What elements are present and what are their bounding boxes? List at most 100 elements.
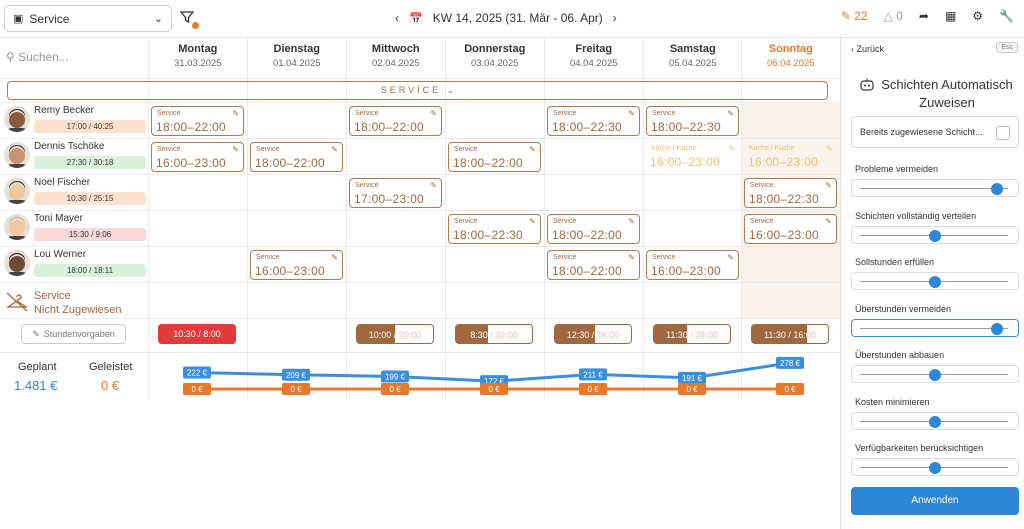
employee-row[interactable]: Toni Mayer 15:30 / 9:06	[4, 211, 146, 245]
slider-knob[interactable]	[929, 369, 941, 381]
already-assigned-option[interactable]: Bereits zugewiesene Schicht...	[851, 116, 1019, 148]
planned-label: Geplant	[18, 361, 57, 373]
day-header[interactable]: Mittwoch 02.04.2025	[346, 38, 445, 78]
grid-row-line	[0, 318, 840, 319]
shift-card[interactable]: Küche / Küche 16:00–23:00 ✎	[744, 142, 837, 172]
area-select[interactable]: ▣ Service ⌄	[4, 5, 172, 32]
shift-card[interactable]: Service 18:00–22:00 ✎	[349, 106, 442, 136]
shift-card[interactable]: Service 18:00–22:30 ✎	[646, 106, 739, 136]
day-hours-pill[interactable]: 12:30 / 24:00	[554, 324, 632, 344]
filter-button[interactable]	[179, 10, 199, 29]
shift-card[interactable]: Service 18:00–22:30 ✎	[744, 178, 837, 208]
pencil-icon[interactable]: ✎	[727, 109, 734, 118]
wrench-icon[interactable]: 🔧	[999, 9, 1014, 23]
shift-label: Service	[157, 146, 181, 153]
day-hours-pill[interactable]: 10:00 / 20:00	[356, 324, 434, 344]
employee-row[interactable]: Noel Fischer 10:30 / 25:15	[4, 175, 146, 209]
slider-knob[interactable]	[929, 229, 941, 242]
share-icon[interactable]: ➦	[918, 9, 929, 23]
day-hours-pill[interactable]: 11:30 / 16:00	[751, 324, 829, 344]
pencil-icon[interactable]: ✎	[628, 253, 635, 262]
esc-hint[interactable]: Esc	[996, 42, 1018, 53]
pencil-icon[interactable]: ✎	[628, 217, 635, 226]
search-input[interactable]: Suchen...	[18, 50, 69, 64]
day-name: Donnerstag	[464, 43, 526, 55]
pencil-icon[interactable]: ✎	[331, 253, 338, 262]
pencil-icon[interactable]: ✎	[826, 144, 833, 153]
section-banner[interactable]: SERVICE ⌄	[7, 81, 828, 100]
slider-knob[interactable]	[929, 462, 941, 474]
day-header[interactable]: Dienstag 01.04.2025	[247, 38, 346, 78]
warnings-counter[interactable]: △ 0	[884, 9, 903, 23]
shift-time: 16:00–23:00	[650, 155, 721, 169]
apply-button[interactable]: Anwenden	[851, 487, 1019, 515]
employee-row[interactable]: Remy Becker 17:00 / 40:25	[4, 103, 146, 137]
avatar	[4, 178, 30, 204]
shift-card[interactable]: Service 18:00–22:00 ✎	[250, 142, 343, 172]
day-header[interactable]: Montag 31.03.2025	[148, 38, 247, 78]
option-slider[interactable]	[851, 179, 1019, 197]
day-header[interactable]: Samstag 05.04.2025	[643, 38, 742, 78]
week-label[interactable]: KW 14, 2025 (31. Mär - 06. Apr)	[432, 11, 603, 25]
already-assigned-checkbox[interactable]	[996, 126, 1010, 140]
employee-hours: 18:00 / 18:11	[34, 264, 146, 277]
chevron-left-icon[interactable]: ‹	[395, 11, 399, 25]
done-cost-label: 0 €	[480, 383, 508, 395]
slider-knob[interactable]	[991, 183, 1004, 195]
day-hours-pill[interactable]: 10:30 / 8:00	[158, 324, 236, 344]
stundenvorgaben-button[interactable]: ✎ Stundenvorgaben	[21, 324, 126, 344]
grid-column-line	[247, 38, 248, 400]
shift-card[interactable]: Küche / Küche 16:00–23:00 ✎	[646, 142, 739, 172]
employee-row[interactable]: Dennis Tschöke 27:30 / 30:18	[4, 139, 146, 173]
shift-card[interactable]: Service 16:00–23:00 ✎	[744, 214, 837, 244]
pencil-icon[interactable]: ✎	[825, 217, 832, 226]
day-header[interactable]: Freitag 04.04.2025	[544, 38, 643, 78]
employee-hours: 27:30 / 30:18	[34, 156, 146, 169]
pencil-icon[interactable]: ✎	[430, 181, 437, 190]
employee-hours: 17:00 / 40:25	[34, 120, 146, 133]
pencil-icon[interactable]: ✎	[430, 109, 437, 118]
shift-card[interactable]: Service 17:00–23:00 ✎	[349, 178, 442, 208]
slider-knob[interactable]	[929, 415, 941, 428]
slider-knob[interactable]	[991, 322, 1004, 335]
day-name: Freitag	[575, 43, 613, 55]
edits-counter[interactable]: ✎ 22	[841, 9, 868, 23]
shift-card[interactable]: Service 18:00–22:00 ✎	[547, 214, 640, 244]
day-hours-pill[interactable]: 11:30 / 26:00	[653, 324, 731, 344]
chevron-right-icon[interactable]: ›	[612, 11, 617, 25]
shift-card[interactable]: Service 16:00–23:00 ✎	[646, 250, 739, 280]
robot-schedule-icon[interactable]: ▦	[944, 9, 957, 23]
shift-card[interactable]: Service 18:00–22:00 ✎	[151, 106, 244, 136]
shift-card[interactable]: Service 16:00–23:00 ✎	[250, 250, 343, 280]
option-slider[interactable]	[851, 458, 1019, 476]
option-slider[interactable]	[851, 411, 1019, 430]
pencil-icon[interactable]: ✎	[728, 144, 735, 153]
pencil-icon[interactable]: ✎	[232, 109, 239, 118]
slider-knob[interactable]	[929, 276, 941, 288]
pencil-icon[interactable]: ✎	[825, 181, 832, 190]
day-header[interactable]: Donnerstag 03.04.2025	[445, 38, 544, 78]
pencil-icon[interactable]: ✎	[331, 145, 338, 154]
pencil-icon[interactable]: ✎	[232, 145, 239, 154]
employee-row[interactable]: Lou Werner 18:00 / 18:11	[4, 247, 146, 281]
pencil-icon[interactable]: ✎	[727, 253, 734, 262]
option-slider[interactable]	[851, 272, 1019, 290]
shift-time: 18:00–22:00	[552, 228, 623, 242]
done-cost-label-text: 0 €	[784, 385, 796, 394]
back-button[interactable]: ‹ Zurück	[851, 44, 884, 54]
pencil-icon[interactable]: ✎	[628, 109, 635, 118]
search-field[interactable]: ⚲ Suchen...	[6, 50, 69, 64]
option-slider[interactable]	[851, 365, 1019, 383]
day-hours-pill[interactable]: 8:30 / 20:00	[455, 324, 533, 344]
calendar-settings-icon[interactable]: ⚙	[972, 9, 984, 23]
day-header[interactable]: Sonntag 06.04.2025	[741, 38, 840, 78]
shift-card[interactable]: Service 18:00–22:00 ✎	[547, 250, 640, 280]
option-slider[interactable]	[851, 318, 1019, 337]
shift-card[interactable]: Service 18:00–22:00 ✎	[448, 142, 541, 172]
pencil-icon[interactable]: ✎	[529, 217, 536, 226]
shift-card[interactable]: Service 18:00–22:30 ✎	[448, 214, 541, 244]
pencil-icon[interactable]: ✎	[529, 145, 536, 154]
shift-card[interactable]: Service 18:00–22:30 ✎	[547, 106, 640, 136]
option-slider[interactable]	[851, 225, 1019, 244]
shift-card[interactable]: Service 16:00–23:00 ✎	[151, 142, 244, 172]
